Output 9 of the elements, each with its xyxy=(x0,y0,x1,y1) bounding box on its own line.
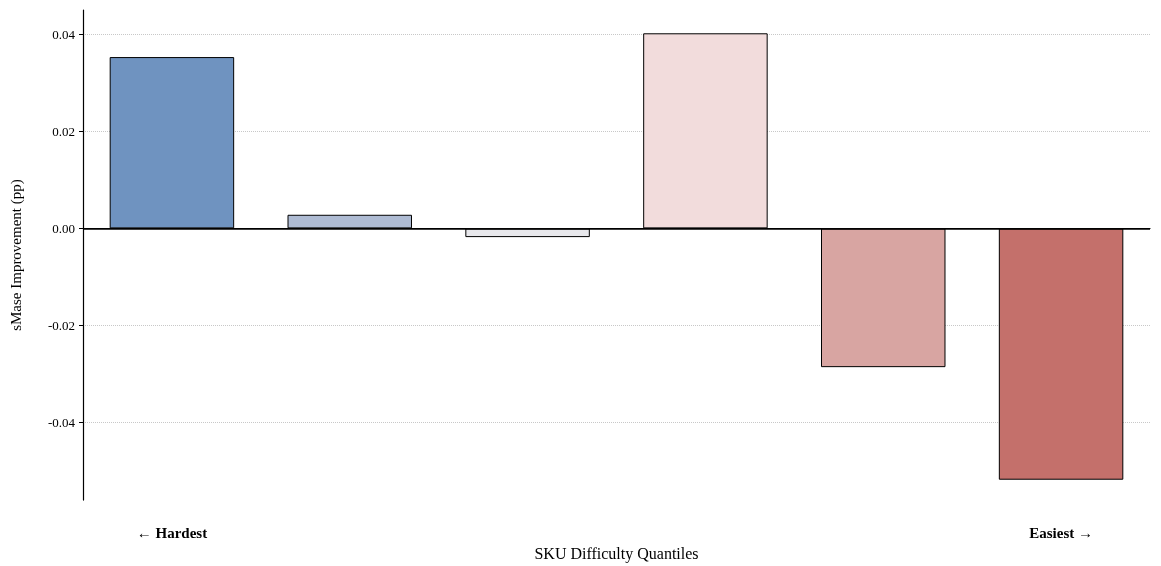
y-tick-label: -0.02 xyxy=(47,317,75,333)
y-tick-label: 0.02 xyxy=(52,123,75,139)
x-axis-title: SKU Difficulty Quantiles xyxy=(534,544,699,563)
y-tick-label: -0.04 xyxy=(47,414,76,430)
y-axis-title: sMase Improvement (pp) xyxy=(7,179,25,331)
y-tick-label: 0.00 xyxy=(52,220,75,236)
x-tick-label: Easiest → xyxy=(1029,524,1093,541)
x-tick-label: ← Hardest xyxy=(136,524,208,541)
y-tick-label: 0.04 xyxy=(52,26,76,42)
